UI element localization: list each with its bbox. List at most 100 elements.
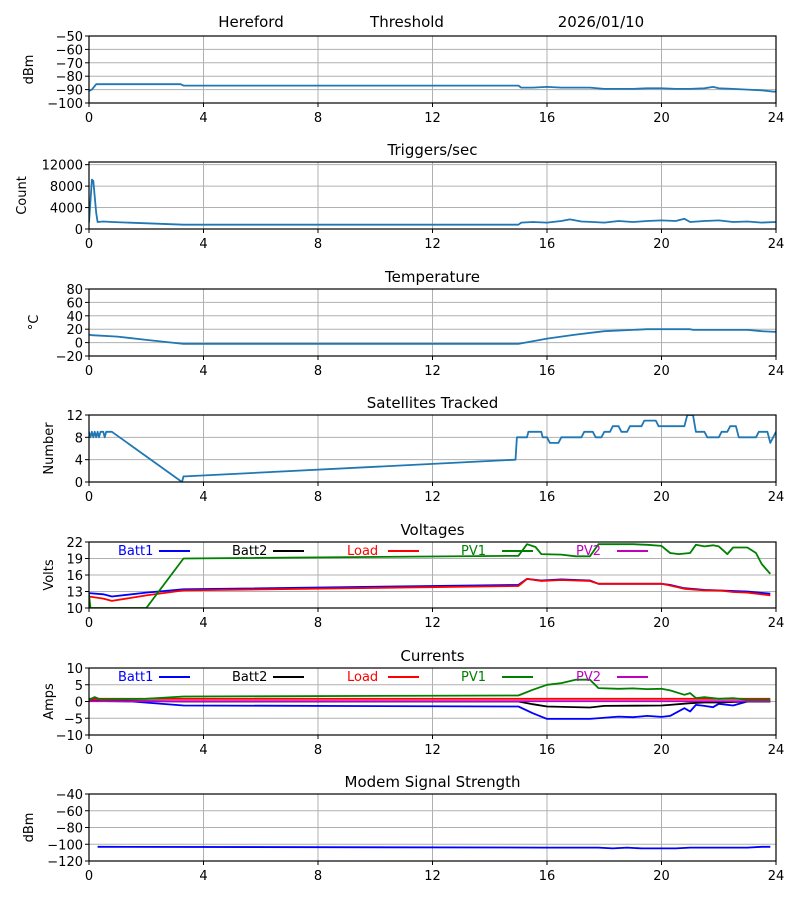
legend-label-pv2: PV2 bbox=[576, 544, 601, 559]
x-tick-label: 4 bbox=[199, 237, 207, 252]
x-tick-label: 0 bbox=[85, 743, 93, 758]
x-tick-label: 0 bbox=[85, 364, 93, 379]
x-tick-label: 16 bbox=[539, 490, 556, 505]
y-tick-label: 0 bbox=[75, 696, 83, 711]
series-line-pv1 bbox=[89, 678, 771, 701]
legend-label-batt2: Batt2 bbox=[232, 544, 267, 559]
x-tick-label: 0 bbox=[85, 111, 93, 126]
x-tick-label: 16 bbox=[539, 237, 556, 252]
y-tick-label: 22 bbox=[66, 536, 83, 551]
y-tick-label: 60 bbox=[66, 296, 83, 311]
x-tick-label: 4 bbox=[199, 490, 207, 505]
series-line-satellites bbox=[89, 415, 776, 482]
y-tick-label: 12000 bbox=[42, 159, 83, 174]
mode-label: Threshold bbox=[369, 13, 444, 31]
y-tick-label: 0 bbox=[75, 476, 83, 491]
x-tick-label: 24 bbox=[768, 364, 785, 379]
x-tick-label: 20 bbox=[653, 490, 670, 505]
x-tick-label: 12 bbox=[424, 743, 441, 758]
x-tick-label: 16 bbox=[539, 869, 556, 884]
x-tick-label: 20 bbox=[653, 237, 670, 252]
y-tick-label: −10 bbox=[56, 729, 83, 744]
x-tick-label: 12 bbox=[424, 616, 441, 631]
y-axis-label: dBm bbox=[22, 813, 37, 843]
panel-modem: 0 4 8 12 16 20 24 −40 −60 −80−100 −120 dBm Modem Sig… bbox=[22, 773, 784, 884]
legend-label-pv1: PV1 bbox=[461, 670, 486, 685]
y-tick-label: −5 bbox=[64, 712, 83, 727]
figure-header: Hereford Threshold 2026/01/10 bbox=[218, 13, 644, 31]
x-tick-label: 4 bbox=[199, 364, 207, 379]
panel-triggers: 0 4 8 12 16 20 24 0 4000 8000 12000 Count Triggers/s… bbox=[15, 141, 784, 252]
y-axis-label: Volts bbox=[42, 559, 57, 591]
x-tick-label: 8 bbox=[314, 616, 322, 631]
series-line-temperature bbox=[89, 328, 776, 345]
panel-signal: 0 4 8 12 16 20 24 −50−60−70−80−90−100 dBm bbox=[22, 30, 784, 126]
x-tick-label: 24 bbox=[768, 111, 785, 126]
x-tick-label: 8 bbox=[314, 364, 322, 379]
y-tick-label: 12 bbox=[66, 409, 83, 424]
y-axis-label: Amps bbox=[42, 683, 57, 720]
y-tick-label: 10 bbox=[66, 662, 83, 677]
y-axis-label: dBm bbox=[22, 55, 37, 85]
y-tick-label: −100 bbox=[47, 97, 83, 112]
x-tick-label: 4 bbox=[199, 869, 207, 884]
y-tick-label: −20 bbox=[56, 350, 83, 365]
x-tick-label: 0 bbox=[85, 490, 93, 505]
y-tick-label: 19 bbox=[66, 553, 83, 568]
x-tick-label: 16 bbox=[539, 616, 556, 631]
series-line-modem bbox=[97, 845, 771, 850]
x-tick-label: 8 bbox=[314, 869, 322, 884]
legend-label-batt1: Batt1 bbox=[118, 670, 153, 685]
date-label: 2026/01/10 bbox=[558, 13, 644, 31]
y-tick-label: −80 bbox=[56, 822, 83, 837]
y-tick-label: 5 bbox=[75, 679, 83, 694]
y-tick-label: 4 bbox=[75, 454, 83, 469]
legend-label-load: Load bbox=[347, 670, 378, 685]
chart-title: Satellites Tracked bbox=[367, 394, 498, 412]
y-axis-label: Number bbox=[42, 422, 57, 475]
x-tick-label: 12 bbox=[424, 364, 441, 379]
legend-label-batt1: Batt1 bbox=[118, 544, 153, 559]
station-name: Hereford bbox=[218, 13, 283, 31]
x-tick-label: 16 bbox=[539, 111, 556, 126]
legend-label-pv2: PV2 bbox=[576, 670, 601, 685]
chart-title: Modem Signal Strength bbox=[345, 773, 521, 791]
x-tick-label: 12 bbox=[424, 490, 441, 505]
panel-satellites: 0 4 8 12 16 20 24 0 4 8 12 Number Satellites Tracked bbox=[42, 394, 784, 505]
x-tick-label: 4 bbox=[199, 743, 207, 758]
y-tick-label: −100 bbox=[47, 838, 83, 853]
x-tick-label: 0 bbox=[85, 869, 93, 884]
x-tick-label: 12 bbox=[424, 111, 441, 126]
series-line-triggers bbox=[89, 178, 776, 226]
x-tick-label: 12 bbox=[424, 869, 441, 884]
y-tick-label: −80 bbox=[56, 70, 83, 85]
y-tick-label: 13 bbox=[66, 586, 83, 601]
x-tick-label: 24 bbox=[768, 869, 785, 884]
y-tick-label: 80 bbox=[66, 283, 83, 298]
x-tick-label: 12 bbox=[424, 237, 441, 252]
y-tick-label: −120 bbox=[47, 855, 83, 870]
y-tick-label: −90 bbox=[56, 84, 83, 99]
y-tick-label: 10 bbox=[66, 602, 83, 617]
y-tick-label: −70 bbox=[56, 57, 83, 72]
y-tick-label: 4000 bbox=[50, 202, 83, 217]
chart-title: Temperature bbox=[384, 268, 480, 286]
x-tick-label: 20 bbox=[653, 111, 670, 126]
x-tick-label: 8 bbox=[314, 111, 322, 126]
y-tick-label: −40 bbox=[56, 788, 83, 803]
legend-label-load: Load bbox=[347, 544, 378, 559]
legend-label-pv1: PV1 bbox=[461, 544, 486, 559]
x-tick-label: 8 bbox=[314, 743, 322, 758]
x-tick-label: 8 bbox=[314, 237, 322, 252]
x-tick-label: 4 bbox=[199, 616, 207, 631]
series-line-signal bbox=[89, 83, 776, 93]
x-tick-label: 0 bbox=[85, 616, 93, 631]
x-tick-label: 16 bbox=[539, 743, 556, 758]
y-axis-label: Count bbox=[15, 176, 30, 215]
x-tick-label: 24 bbox=[768, 743, 785, 758]
x-tick-label: 24 bbox=[768, 616, 785, 631]
